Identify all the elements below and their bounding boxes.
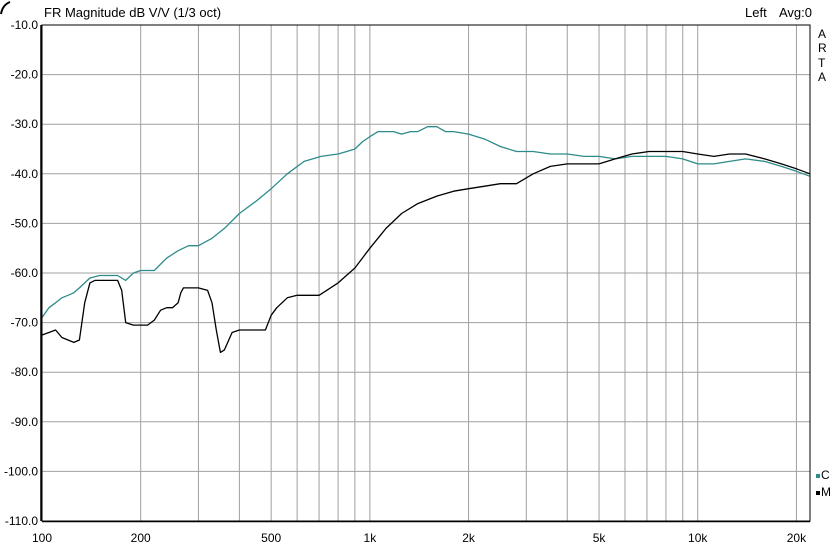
legend-swatch-m (816, 491, 820, 495)
x-tick-label: 1k (364, 531, 378, 545)
y-tick-label: -110.0 (5, 514, 38, 528)
x-tick-label: 10k (688, 531, 708, 545)
y-tick-label: -40.0 (11, 167, 39, 181)
y-tick-label: -80.0 (11, 365, 39, 379)
brand-letter: A (818, 70, 826, 84)
brand-letter: R (818, 41, 827, 55)
grid-lines (42, 25, 810, 521)
y-tick-label: -30.0 (11, 117, 39, 131)
series-line-c (41, 126, 811, 318)
y-tick-label: -50.0 (11, 216, 39, 230)
y-tick-label: -60.0 (11, 266, 39, 280)
x-tick-label: 200 (131, 531, 151, 545)
plot-frame (40, 24, 811, 523)
y-tick-label: -90.0 (11, 415, 39, 429)
x-tick-label: 100 (32, 531, 52, 545)
legend-entry-m[interactable]: M (821, 485, 831, 499)
legend-entry-c[interactable]: C (821, 468, 830, 482)
series-lines (41, 126, 811, 354)
x-tick-label: 500 (261, 531, 281, 545)
legend-swatch-c (816, 474, 820, 478)
corner-curve-icon[interactable] (0, 1, 11, 15)
brand-letter: T (818, 56, 826, 70)
series-line-m (41, 150, 811, 354)
chart-title: FR Magnitude dB V/V (1/3 oct) (44, 5, 221, 20)
legend: CM (816, 468, 831, 499)
y-tick-labels: -10.0 -20.0 -30.0 -40.0 -50.0 -60.0 -70.0 -80.0… (4, 18, 38, 528)
x-tick-label: 2k (462, 531, 476, 545)
brand-letters: A R T A (818, 27, 827, 84)
brand-letter: A (818, 27, 826, 41)
x-tick-label: 20k (787, 531, 807, 545)
y-tick-label: -10.0 (11, 18, 39, 32)
y-tick-label: -70.0 (11, 316, 39, 330)
y-tick-label: -100.0 (4, 464, 38, 478)
channel-label[interactable]: Left (745, 5, 767, 20)
y-tick-label: -20.0 (11, 68, 39, 82)
averaging-label: Avg:0 (779, 5, 812, 20)
x-tick-label: 5k (593, 531, 607, 545)
x-tick-labels: 100 200 500 1k 2k 5k 10k 20k (32, 531, 807, 545)
